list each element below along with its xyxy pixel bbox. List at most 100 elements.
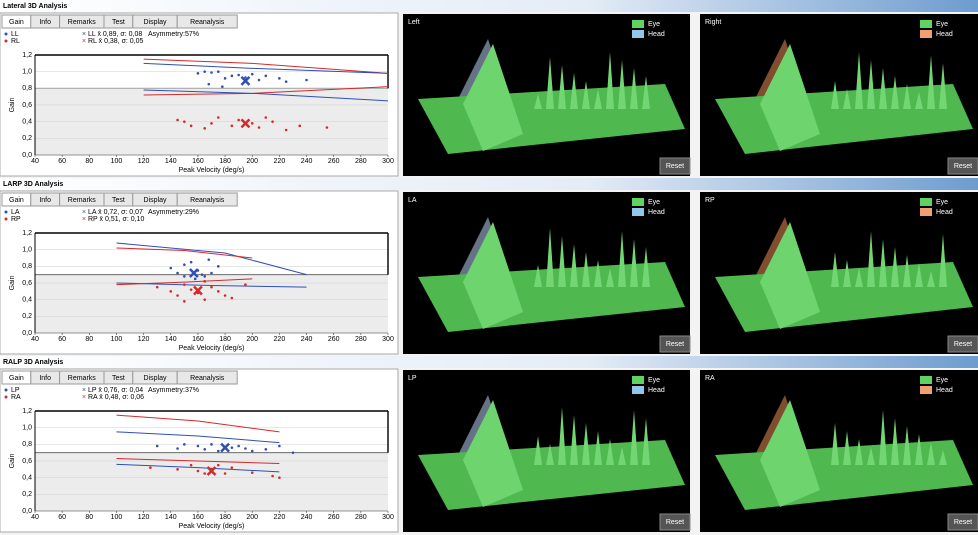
data-point	[183, 300, 186, 303]
x-tick-label: 260	[328, 336, 340, 343]
stats-text: RP x̄ 0,51, σ: 0,10	[88, 216, 144, 223]
x-tick-label: 300	[382, 158, 394, 165]
data-point	[149, 466, 152, 469]
x-tick-label: 280	[355, 336, 367, 343]
reset-label[interactable]: Reset	[954, 519, 972, 526]
panel-title: RALP 3D Analysis	[3, 359, 63, 366]
legend-label: Eye	[648, 199, 660, 206]
reset-label[interactable]: Reset	[954, 163, 972, 170]
mean-marker-icon: ×	[82, 38, 86, 45]
legend-swatch	[632, 198, 644, 206]
y-tick-label: 0,2	[22, 313, 32, 320]
data-point	[265, 116, 268, 119]
data-point	[203, 298, 206, 301]
tab-label[interactable]: Reanalysis	[190, 375, 225, 382]
x-axis-label: Peak Velocity (deg/s)	[179, 167, 245, 174]
tab-label[interactable]: Info	[39, 197, 51, 204]
tab-label[interactable]: Reanalysis	[190, 197, 225, 204]
data-point	[251, 122, 254, 125]
x-tick-label: 240	[301, 158, 313, 165]
panel-title: LARP 3D Analysis	[3, 181, 63, 188]
stats-text: LA x̄ 0,72, σ: 0,07	[88, 209, 143, 216]
legend-swatch	[920, 386, 932, 394]
tab-label[interactable]: Test	[112, 375, 125, 382]
legend-label: LL	[11, 31, 19, 38]
tab-label[interactable]: Remarks	[68, 375, 97, 382]
legend-swatch	[632, 376, 644, 384]
screen: Lateral 3D AnalysisGainInfoRemarksTestDi…	[0, 0, 978, 535]
x-tick-label: 100	[111, 158, 123, 165]
legend-label: LP	[11, 387, 20, 394]
tab-label[interactable]: Test	[112, 19, 125, 26]
data-point	[194, 278, 197, 281]
data-point	[190, 464, 193, 467]
data-point	[251, 450, 254, 453]
tab-label[interactable]: Remarks	[68, 197, 97, 204]
data-point	[203, 70, 206, 73]
data-point	[203, 127, 206, 130]
reset-label[interactable]: Reset	[666, 163, 684, 170]
data-point	[244, 447, 247, 450]
data-point	[217, 70, 220, 73]
x-tick-label: 100	[111, 336, 123, 343]
x-tick-label: 280	[355, 158, 367, 165]
legend-label: Head	[936, 387, 953, 394]
x-tick-label: 300	[382, 514, 394, 521]
tab-label[interactable]: Info	[39, 375, 51, 382]
tab-label[interactable]: Gain	[9, 197, 24, 204]
data-point	[201, 273, 204, 276]
data-point	[210, 443, 213, 446]
mean-marker-icon: ×	[82, 209, 86, 216]
data-point	[265, 448, 268, 451]
x-tick-label: 200	[246, 158, 258, 165]
tab-label[interactable]: Gain	[9, 375, 24, 382]
legend-label: RL	[11, 38, 20, 45]
reset-label[interactable]: Reset	[954, 341, 972, 348]
tab-label[interactable]: Display	[144, 375, 167, 382]
tab-label[interactable]: Info	[39, 19, 51, 26]
y-axis-label: Gain	[9, 98, 16, 113]
data-point	[183, 263, 186, 266]
y-tick-label: 0,6	[22, 458, 32, 465]
x-tick-label: 140	[165, 158, 177, 165]
tab-label[interactable]: Remarks	[68, 19, 97, 26]
normal-zone	[35, 411, 388, 453]
tab-label[interactable]: Display	[144, 197, 167, 204]
legend-dot	[5, 33, 8, 36]
x-tick-label: 160	[192, 514, 204, 521]
data-point	[305, 79, 308, 82]
y-tick-label: 1,0	[22, 247, 32, 254]
legend-swatch	[632, 30, 644, 38]
asymmetry: Asymmetry:57%	[148, 31, 199, 38]
data-point	[203, 448, 206, 451]
tab-label[interactable]: Test	[112, 197, 125, 204]
data-point	[190, 288, 193, 291]
data-point	[278, 445, 281, 448]
legend-dot	[5, 218, 8, 221]
data-point	[183, 283, 186, 286]
mean-marker-icon: ×	[82, 31, 86, 38]
tab-label[interactable]: Gain	[9, 19, 24, 26]
data-point	[292, 451, 295, 454]
reset-label[interactable]: Reset	[666, 341, 684, 348]
data-point	[237, 119, 240, 122]
x-tick-label: 120	[138, 336, 150, 343]
tab-label[interactable]: Display	[144, 19, 167, 26]
data-point	[217, 450, 220, 453]
reset-label[interactable]: Reset	[666, 519, 684, 526]
legend-dot	[5, 211, 8, 214]
x-tick-label: 140	[165, 514, 177, 521]
mean-marker-icon: ×	[82, 387, 86, 394]
data-point	[231, 75, 234, 78]
data-point	[183, 443, 186, 446]
tab-label[interactable]: Reanalysis	[190, 19, 225, 26]
data-point	[231, 125, 234, 128]
x-tick-label: 60	[58, 158, 66, 165]
x-tick-label: 40	[31, 158, 39, 165]
stats-text: RL x̄ 0,38, σ: 0,05	[88, 38, 144, 45]
title-bar	[0, 0, 978, 12]
legend-label: Head	[936, 31, 953, 38]
x-tick-label: 40	[31, 336, 39, 343]
x-tick-label: 180	[219, 336, 231, 343]
data-point	[221, 85, 224, 88]
